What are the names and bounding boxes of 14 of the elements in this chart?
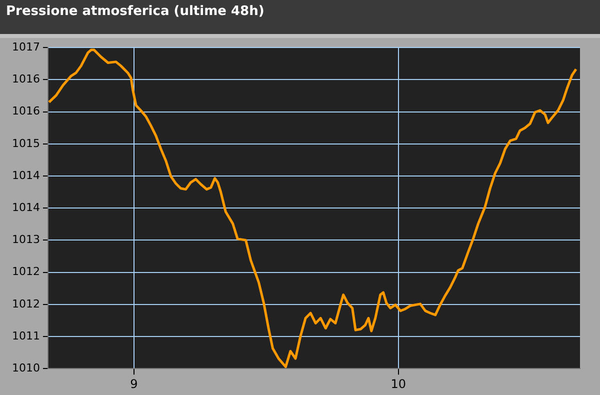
y-tick-label: 1011 [12,329,40,342]
y-tick-label: 1016 [12,104,40,118]
y-tick-label: 1012 [12,265,40,278]
chart-title: Pressione atmosferica (ultime 48h) [0,0,600,38]
x-tick-label: 10 [390,376,406,391]
y-tick-label: 1014 [12,200,40,214]
y-tick-label: 1015 [12,136,40,150]
y-tick-label: 1013 [12,233,40,246]
y-tick-label: 1010 [12,361,40,374]
x-tick-label: 9 [130,376,138,391]
y-tick-label: 1016 [12,72,40,86]
y-tick-label: 1012 [12,297,40,310]
y-tick-label: 1017 [12,40,40,54]
y-tick-label: 1014 [12,168,40,182]
